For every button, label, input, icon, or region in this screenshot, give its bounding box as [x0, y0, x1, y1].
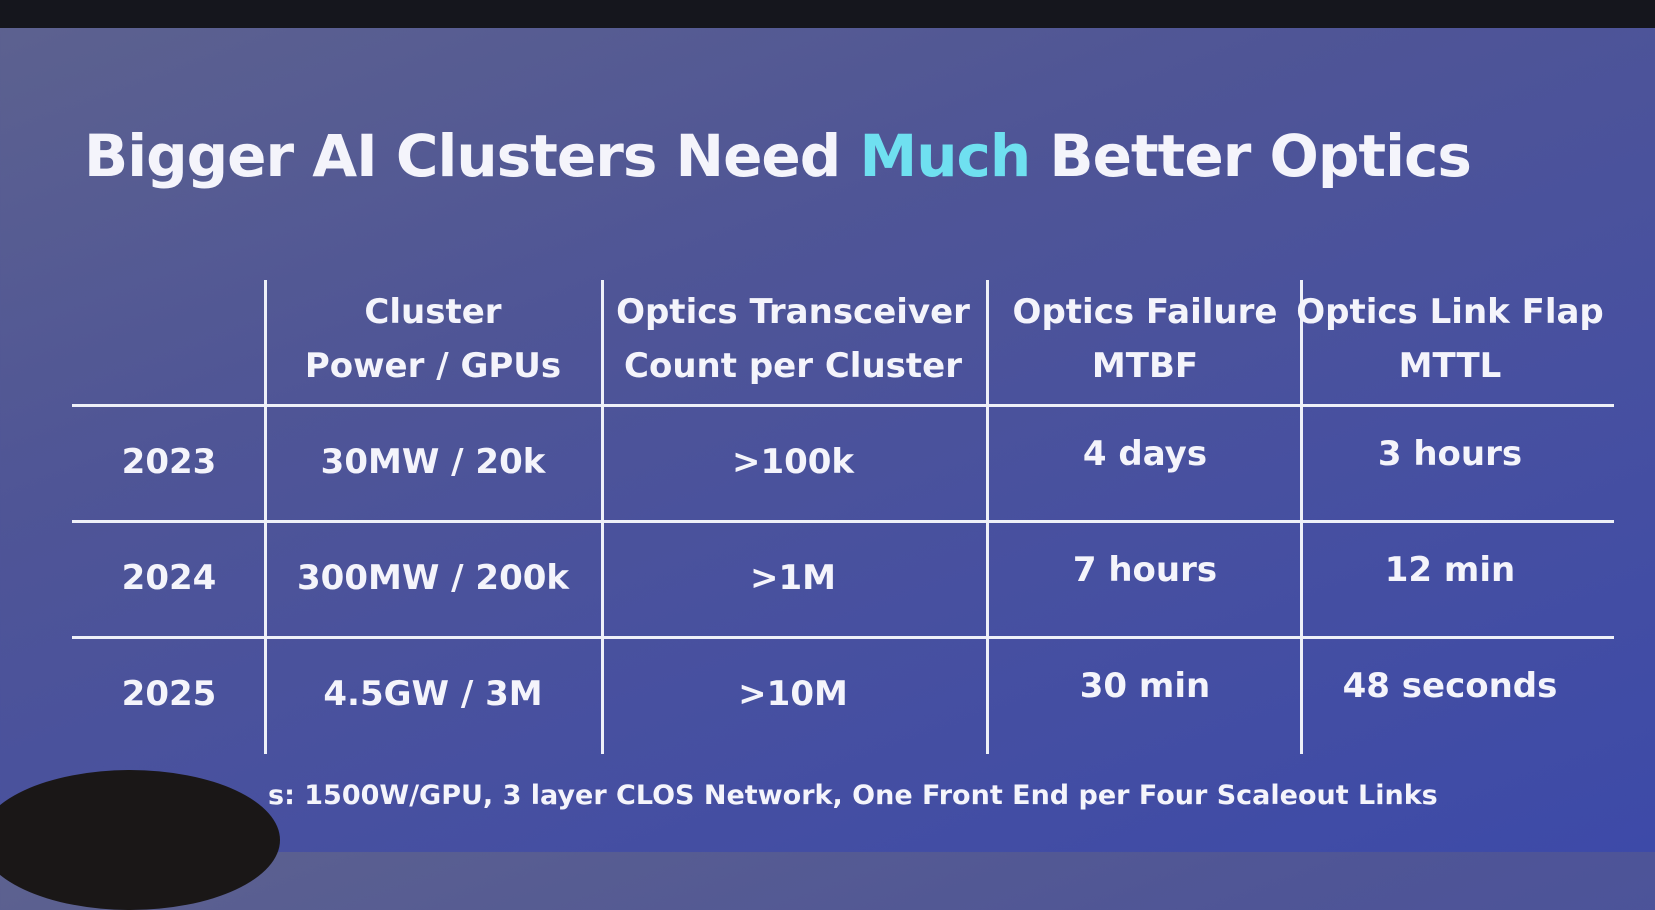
footnote: s: 1500W/GPU, 3 layer CLOS Network, One … [268, 780, 1438, 811]
table-cell: 4.5GW / 3M [323, 674, 543, 714]
title-part: Better Optics [1049, 122, 1471, 190]
row-year: 2023 [121, 442, 217, 482]
column-header: MTTL [1398, 346, 1502, 386]
screen-edge [0, 0, 1655, 28]
table-cell: 300MW / 200k [297, 558, 569, 598]
table-cell: 30 min [1079, 666, 1211, 706]
row-divider [72, 636, 1614, 639]
column-divider [1300, 280, 1303, 754]
column-header: Cluster [364, 292, 502, 332]
row-divider [72, 404, 1614, 407]
title-highlight: Much [859, 122, 1032, 190]
column-divider [986, 280, 989, 754]
column-header: Power / GPUs [304, 346, 562, 386]
slide-title: Bigger AI Clusters Need Much Better Opti… [84, 122, 1472, 190]
column-divider [264, 280, 267, 754]
table-cell: 3 hours [1377, 434, 1523, 474]
row-year: 2024 [121, 558, 217, 598]
table-cell: >10M [738, 674, 848, 714]
column-header: Count per Cluster [624, 346, 962, 386]
table-cell: >100k [731, 442, 855, 482]
column-header: Optics Link Flap [1296, 292, 1604, 332]
table-cell: >1M [750, 558, 836, 598]
audience-head [0, 770, 280, 910]
table-cell: 12 min [1384, 550, 1516, 590]
table-cell: 30MW / 20k [320, 442, 546, 482]
column-divider [601, 280, 604, 754]
table-cell: 48 seconds [1342, 666, 1558, 706]
table-cell: 4 days [1082, 434, 1208, 474]
column-header: Optics Transceiver [616, 292, 970, 332]
row-divider [72, 520, 1614, 523]
table-cell: 7 hours [1072, 550, 1218, 590]
title-part: Bigger AI Clusters Need [84, 122, 841, 190]
column-header: Optics Failure [1012, 292, 1278, 332]
row-year: 2025 [121, 674, 217, 714]
column-header: MTBF [1091, 346, 1199, 386]
